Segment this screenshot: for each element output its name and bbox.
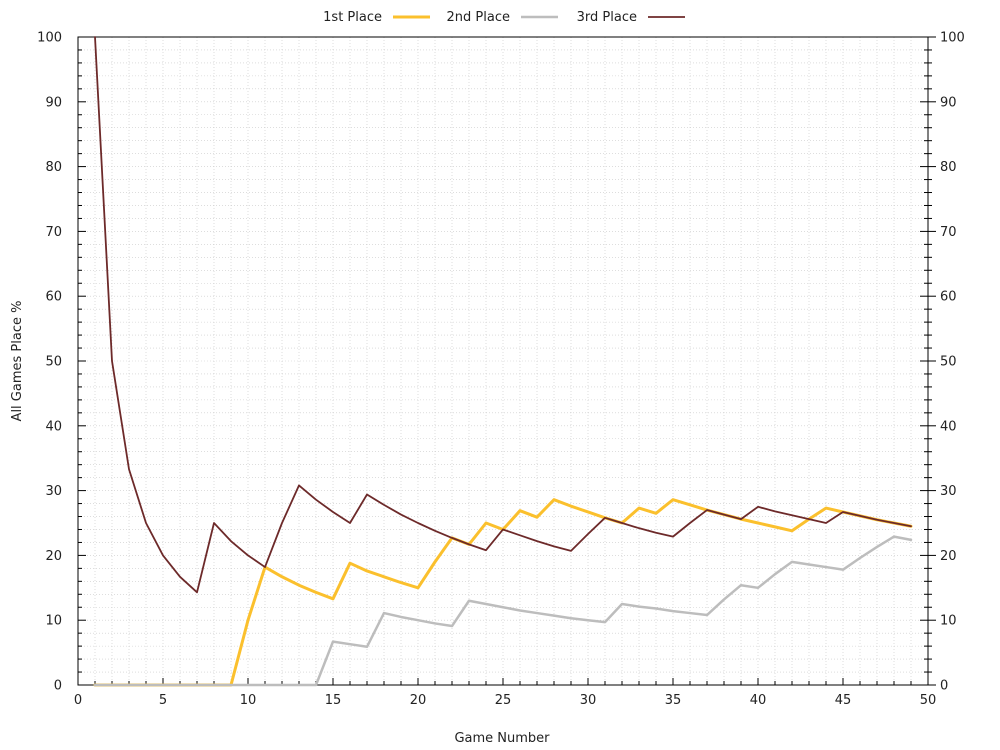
y-tick-label-right: 80 bbox=[940, 160, 957, 175]
x-tick-label: 35 bbox=[665, 693, 682, 708]
legend: 1st Place 2nd Place 3rd Place bbox=[323, 10, 685, 25]
y-tick-label-left: 10 bbox=[45, 614, 62, 629]
x-tick-label: 20 bbox=[410, 693, 427, 708]
y-tick-label-right: 70 bbox=[940, 225, 957, 240]
series-line-3 bbox=[94, 36, 912, 594]
y-tick-label-left: 90 bbox=[45, 95, 62, 110]
y-tick-label-left: 80 bbox=[45, 160, 62, 175]
y-tick-label-right: 0 bbox=[940, 679, 948, 694]
x-tick-label: 50 bbox=[920, 693, 937, 708]
series-lines bbox=[93, 36, 913, 687]
legend-label-3: 3rd Place bbox=[577, 10, 637, 25]
y-tick-label-right: 100 bbox=[940, 31, 965, 46]
x-tick-label: 10 bbox=[240, 693, 257, 708]
y-tick-label-right: 50 bbox=[940, 355, 957, 370]
x-tick-label: 15 bbox=[325, 693, 342, 708]
y-tick-label-right: 30 bbox=[940, 484, 957, 499]
x-tick-label: 40 bbox=[750, 693, 767, 708]
series-line-2 bbox=[93, 535, 913, 687]
legend-label-2: 2nd Place bbox=[447, 10, 510, 25]
y-tick-label-left: 20 bbox=[45, 549, 62, 564]
y-tick-label-left: 60 bbox=[45, 290, 62, 305]
y-tick-label-left: 100 bbox=[37, 31, 62, 46]
x-tick-label: 0 bbox=[74, 693, 82, 708]
y-tick-label-right: 10 bbox=[940, 614, 957, 629]
y-tick-label-left: 40 bbox=[45, 419, 62, 434]
y-tick-label-left: 50 bbox=[45, 355, 62, 370]
y-tick-label-right: 20 bbox=[940, 549, 957, 564]
x-tick-label: 30 bbox=[580, 693, 597, 708]
x-tick-label: 45 bbox=[835, 693, 852, 708]
y-tick-label-left: 30 bbox=[45, 484, 62, 499]
y-tick-label-right: 90 bbox=[940, 95, 957, 110]
y-tick-label-left: 0 bbox=[54, 679, 62, 694]
x-tick-label: 5 bbox=[159, 693, 167, 708]
y-tick-label-left: 70 bbox=[45, 225, 62, 240]
y-axis-title: All Games Place % bbox=[10, 301, 25, 422]
grid bbox=[78, 37, 928, 685]
x-axis-title: Game Number bbox=[454, 731, 550, 746]
x-tick-label: 25 bbox=[495, 693, 512, 708]
y-tick-label-right: 40 bbox=[940, 419, 957, 434]
legend-label-1: 1st Place bbox=[323, 10, 382, 25]
y-tick-label-right: 60 bbox=[940, 290, 957, 305]
